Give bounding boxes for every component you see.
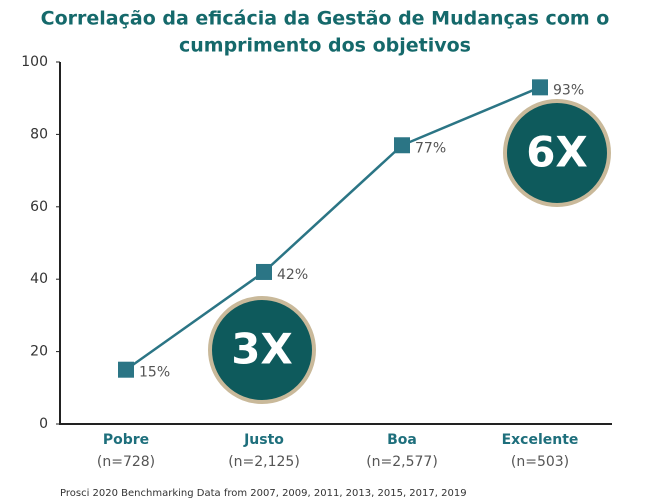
x-tick-label: Excelente: [502, 432, 579, 448]
x-tick-note: (n=503): [511, 454, 569, 470]
source-note: Prosci 2020 Benchmarking Data from 2007,…: [60, 488, 467, 499]
x-tick-label: Pobre: [103, 432, 149, 448]
annotation: 3X: [231, 325, 293, 374]
data-point: [532, 79, 548, 96]
x-tick-label: Boa: [387, 432, 417, 448]
y-tick-label: 40: [30, 271, 48, 287]
x-tick-note: (n=728): [97, 454, 155, 470]
annotation-badge: [208, 296, 316, 404]
annotation-badge: [503, 99, 611, 207]
x-tick-note: (n=2,577): [366, 454, 438, 470]
data-label: 42%: [277, 267, 308, 283]
annotation: 6X: [526, 128, 588, 177]
data-label: 15%: [139, 365, 170, 381]
y-tick-label: 20: [30, 344, 48, 360]
data-point: [118, 361, 134, 378]
chart-title: Correlação da eficácia da Gestão de Muda…: [41, 8, 610, 30]
data-line: [125, 86, 541, 371]
y-tick-label: 80: [30, 126, 48, 142]
x-tick-note: (n=2,125): [228, 454, 300, 470]
x-tick-label: Justo: [243, 432, 284, 448]
data-label: 77%: [415, 140, 446, 156]
y-tick-label: 100: [21, 54, 48, 70]
y-tick-label: 60: [30, 199, 48, 215]
chart-title: cumprimento dos objetivos: [179, 35, 471, 57]
data-point: [256, 263, 272, 280]
y-tick-label: 0: [39, 416, 48, 432]
data-point: [394, 137, 410, 154]
data-label: 93%: [553, 82, 584, 98]
